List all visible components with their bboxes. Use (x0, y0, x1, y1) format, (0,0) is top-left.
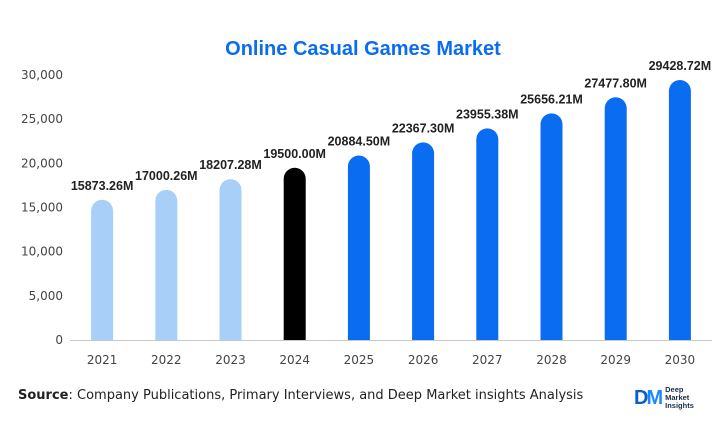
y-tick-label: 30,000 (21, 68, 63, 82)
x-tick-label-2022: 2022 (151, 353, 182, 367)
data-label-2024: 19500.00M (263, 147, 326, 161)
x-tick-label-2026: 2026 (408, 353, 439, 367)
chart-title: Online Casual Games Market (225, 38, 501, 60)
bar-2028 (540, 113, 563, 340)
y-tick-label: 0 (55, 333, 63, 347)
bar-2022 (155, 189, 178, 340)
logo-line-2: Market (665, 393, 690, 402)
bar-2029 (604, 97, 627, 340)
x-tick-label-2025: 2025 (344, 353, 375, 367)
x-tick-label-2030: 2030 (665, 353, 696, 367)
data-label-2030: 29428.72M (649, 59, 712, 73)
logo-mark: DM (634, 386, 663, 410)
y-tick-label: 15,000 (21, 201, 63, 215)
x-tick-label-2021: 2021 (87, 353, 118, 367)
bar-2030 (668, 80, 691, 340)
x-tick-label-2027: 2027 (472, 353, 503, 367)
source-label: Source (18, 388, 69, 403)
data-labels-group: 15873.26M17000.26M18207.28M19500.00M2088… (71, 59, 711, 193)
logo-line-1: Deep (665, 385, 684, 394)
x-tick-label-2023: 2023 (215, 353, 246, 367)
data-label-2022: 17000.26M (135, 169, 198, 183)
y-tick-label: 20,000 (21, 156, 63, 170)
bar-2027 (476, 128, 499, 340)
x-tick-label-2028: 2028 (536, 353, 567, 367)
logo-mark-d: D (634, 386, 649, 409)
bars-group (91, 80, 691, 340)
x-tick-label-2024: 2024 (279, 353, 310, 367)
bar-2026 (412, 142, 435, 340)
logo-mark-m: M (646, 386, 663, 409)
logo-text: Deep Market Insights (665, 386, 694, 410)
data-label-2026: 22367.30M (392, 121, 455, 135)
bar-2024 (283, 167, 306, 340)
source-note: Source: Company Publications, Primary In… (18, 388, 583, 403)
bar-2021 (91, 199, 114, 340)
bar-2025 (347, 155, 370, 340)
x-tick-label-2029: 2029 (600, 353, 631, 367)
data-label-2029: 27477.80M (584, 76, 647, 90)
y-tick-label: 25,000 (21, 112, 63, 126)
data-label-2023: 18207.28M (199, 158, 262, 172)
source-text: : Company Publications, Primary Intervie… (68, 388, 584, 403)
data-label-2025: 20884.50M (328, 135, 391, 149)
data-label-2021: 15873.26M (71, 179, 134, 193)
data-label-2027: 23955.38M (456, 107, 519, 121)
y-tick-label: 5,000 (29, 289, 63, 303)
y-tick-label: 10,000 (21, 245, 63, 259)
bar-2023 (219, 179, 242, 340)
logo-line-3: Insights (665, 401, 694, 410)
data-label-2028: 25656.21M (520, 92, 583, 106)
y-axis: 0 5,000 10,000 15,000 20,000 25,000 30,000 (21, 68, 63, 347)
x-axis: 2021 2022 2023 2024 2025 2026 2027 2028 2029 2030 (70, 340, 712, 367)
company-logo: DM Deep Market Insights (634, 386, 694, 410)
